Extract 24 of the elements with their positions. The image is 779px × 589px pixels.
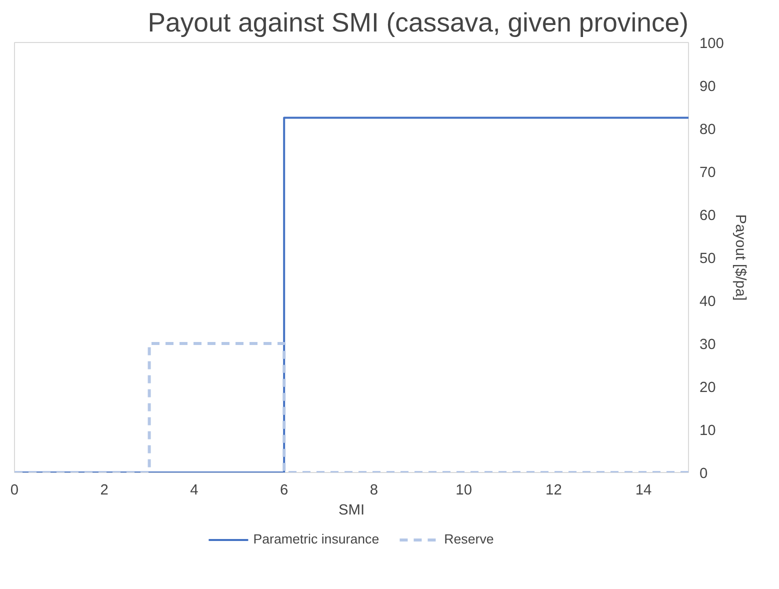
y-tick-label: 70: [700, 165, 716, 181]
y-tick-label: 50: [700, 251, 716, 267]
y-tick-label: 90: [700, 79, 716, 95]
y-tick-label: 30: [700, 337, 716, 353]
y-axis-title: Payout [$/pa]: [732, 214, 748, 301]
x-tick-label: 10: [456, 482, 472, 498]
y-tick-label: 80: [700, 122, 716, 138]
y-tick-label: 0: [700, 466, 708, 482]
x-tick-label: 6: [280, 482, 288, 498]
y-tick-label: 40: [700, 294, 716, 310]
y-tick-label: 100: [700, 36, 724, 52]
y-tick-label: 60: [700, 208, 716, 224]
x-tick-label: 2: [100, 482, 108, 498]
x-tick-label: 14: [635, 482, 652, 498]
legend-label: Reserve: [444, 532, 494, 546]
chart-title: Payout against SMI (cassava, given province): [148, 8, 689, 38]
x-tick-label: 8: [370, 482, 378, 498]
legend-label: Parametric insurance: [253, 532, 380, 546]
x-axis-title: SMI: [338, 502, 365, 518]
x-tick-label: 12: [546, 482, 562, 498]
x-tick-label: 4: [190, 482, 198, 498]
x-tick-label: 0: [10, 482, 19, 498]
y-tick-label: 20: [700, 380, 716, 396]
y-tick-label: 10: [700, 423, 716, 439]
